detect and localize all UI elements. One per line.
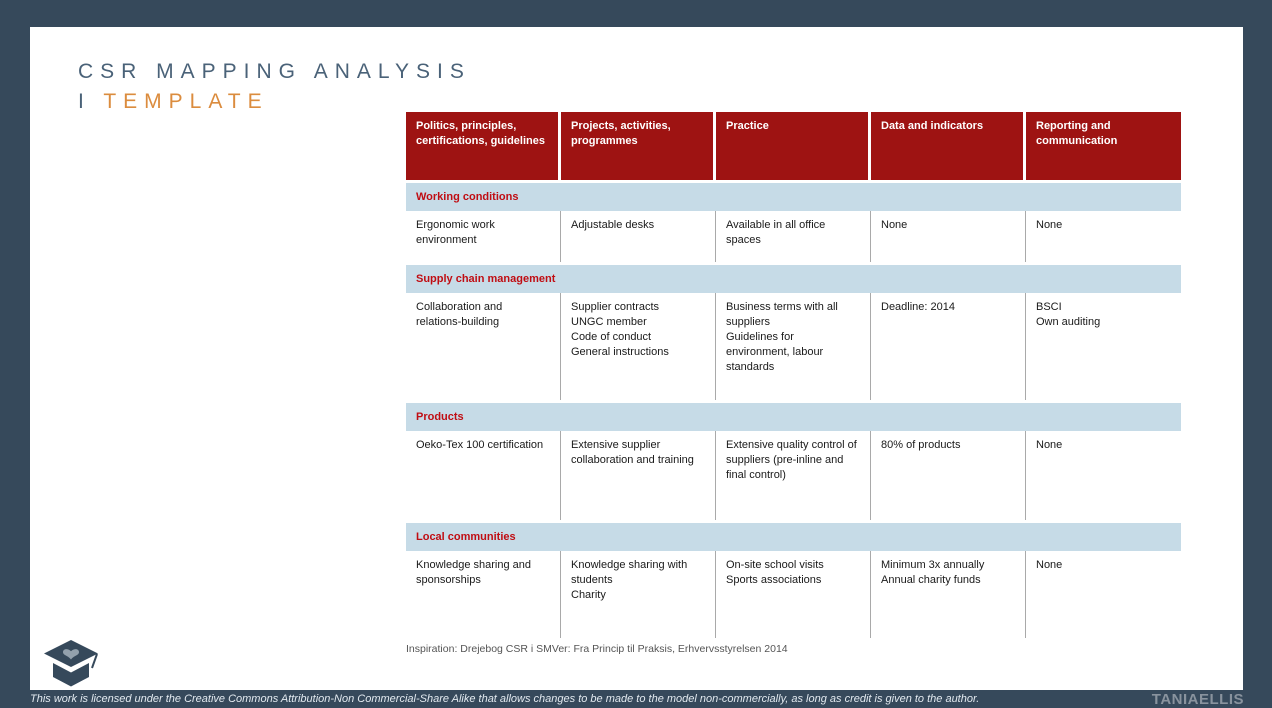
source-caption: Inspiration: Drejebog CSR i SMVer: Fra P… [406,643,788,655]
table-cell: None [871,211,1026,262]
csr-mapping-table: Politics, principles, certifications, gu… [406,112,1181,641]
title-block: CSR MAPPING ANALYSIS I TEMPLATE [78,57,471,117]
page-title: CSR MAPPING ANALYSIS [78,60,471,83]
table-cell: 80% of products [871,431,1026,520]
table-cell: Deadline: 2014 [871,293,1026,400]
table-cell: None [1036,439,1063,451]
graduation-cap-heart-icon [44,640,98,687]
table-row: Knowledge sharing and sponsorships Knowl… [406,551,1181,638]
table-cell: Ergonomic work environment [406,211,561,262]
table-cell: Available in all office spaces [716,211,871,262]
section-header-working-conditions: Working conditions [406,183,1181,211]
column-header: Data and indicators [871,112,1026,180]
table-cell: Supplier contracts UNGC member Code of c… [561,293,716,400]
page-subtitle: I TEMPLATE [78,87,471,117]
table-row: Ergonomic work environment Adjustable de… [406,211,1181,262]
footer-bar: This work is licensed under the Creative… [0,690,1272,708]
table-cell: Knowledge sharing and sponsorships [406,551,561,638]
table-cell: Minimum 3x annually Annual charity funds [871,551,1026,638]
table-cell: Extensive supplier collaboration and tra… [561,431,716,520]
table-cell: None [1036,559,1063,571]
table-cell: Oeko-Tex 100 certification [406,431,561,520]
table-cell: Extensive quality control of suppliers (… [716,431,871,520]
section-header-supply-chain: Supply chain management [406,265,1181,293]
table-cell: Knowledge sharing with students Charity [561,551,716,638]
license-text: This work is licensed under the Creative… [30,693,980,705]
subtitle-separator: I [78,90,91,113]
table-cell: BSCI Own auditing [1036,301,1101,328]
table-cell: Collaboration and relations-building [406,293,561,400]
table-row: Oeko-Tex 100 certification Extensive sup… [406,431,1181,520]
column-header: Projects, activities, programmes [561,112,716,180]
section-header-local-communities: Local communities [406,523,1181,551]
table-cell: On-site school visits Sports association… [716,551,871,638]
table-cell: None [1036,219,1063,231]
table-cell: Adjustable desks [561,211,716,262]
subtitle-accent: TEMPLATE [103,90,269,113]
taniaellis-logo: TANIAELLIS [1151,690,1244,708]
column-header: Politics, principles, certifications, gu… [406,112,561,180]
column-header: Practice [716,112,871,180]
table-row: Collaboration and relations-building Sup… [406,293,1181,400]
section-header-products: Products [406,403,1181,431]
column-header: Reporting and communication [1026,112,1181,180]
table-header-row: Politics, principles, certifications, gu… [406,112,1181,180]
slide-canvas: CSR MAPPING ANALYSIS I TEMPLATE Politics… [30,27,1243,690]
table-cell: Business terms with all suppliers Guidel… [716,293,871,400]
